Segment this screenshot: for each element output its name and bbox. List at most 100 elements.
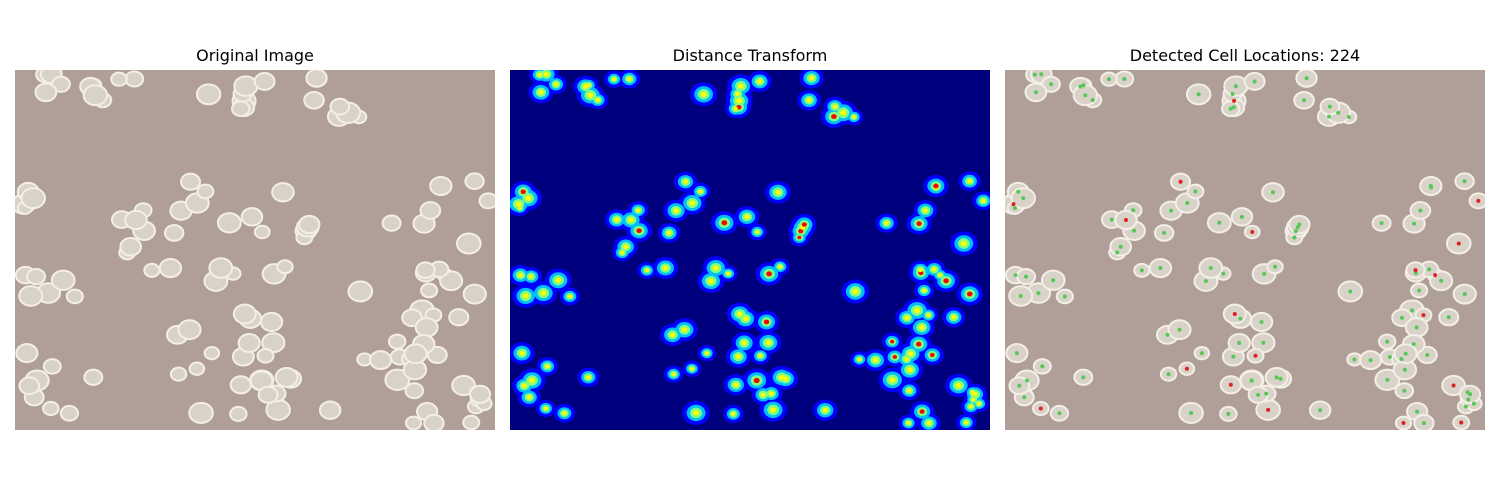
dt-peak [763, 319, 770, 325]
cell [229, 375, 252, 395]
dt-peak [623, 244, 629, 250]
detection-marker [1012, 205, 1017, 210]
cell [20, 187, 46, 210]
dt-peak [922, 288, 927, 293]
detection-marker [1024, 274, 1029, 279]
panel-detected-cells: Detected Cell Locations: 224 [1005, 44, 1485, 430]
cell [448, 308, 470, 327]
cell [50, 269, 76, 291]
cell [18, 376, 41, 396]
detection-marker [1178, 179, 1183, 184]
dt-peak [666, 230, 672, 235]
dt-peak [586, 375, 591, 380]
dt-peak [914, 307, 920, 314]
detection-marker [1387, 354, 1392, 359]
detection-marker [1318, 408, 1323, 413]
dt-peak [918, 324, 925, 330]
detection-marker [1297, 222, 1302, 227]
detection-marker [1463, 404, 1468, 409]
cell [169, 366, 188, 382]
cell [387, 333, 407, 350]
dt-peak [683, 179, 688, 184]
cell [305, 70, 328, 88]
dt-peak [919, 409, 925, 414]
detection-marker [1336, 110, 1341, 115]
cell [426, 345, 448, 365]
detection-marker [1413, 268, 1418, 273]
detection-marker [1039, 72, 1044, 77]
detection-marker [1259, 319, 1264, 324]
dt-peak [770, 407, 777, 413]
detection-marker [1185, 200, 1190, 205]
dt-peak [872, 357, 879, 363]
cell [259, 311, 284, 332]
detection-marker [1418, 208, 1423, 213]
detection-marker [1090, 98, 1095, 103]
dt-peak [831, 114, 837, 119]
dt-peak [700, 91, 707, 97]
detection-marker [1439, 278, 1444, 283]
dt-peak [555, 277, 562, 283]
cell [469, 384, 492, 404]
panel-title-detected: Detected Cell Locations: 224 [1129, 46, 1361, 65]
detection-marker [1401, 421, 1406, 426]
dt-peak [627, 77, 632, 81]
detection-marker [1327, 104, 1332, 109]
dt-peak [595, 98, 600, 102]
cell [59, 404, 80, 422]
dt-peak [757, 79, 763, 84]
dt-peak [765, 340, 772, 346]
cell [229, 405, 248, 422]
detection-marker [1411, 342, 1416, 347]
dt-peak [916, 341, 922, 347]
dt-peak [742, 316, 749, 322]
cell [403, 343, 428, 365]
dt-peak [726, 271, 731, 276]
cell [384, 368, 411, 392]
dt-peak [628, 217, 634, 223]
detection-marker [1292, 235, 1297, 240]
dt-peak [889, 377, 896, 383]
cell [404, 415, 423, 430]
detection-marker [1018, 293, 1023, 298]
cell [257, 385, 279, 404]
detection-marker [1203, 279, 1208, 284]
dt-peak [735, 354, 741, 359]
cell [429, 175, 453, 197]
detection-marker [1399, 315, 1404, 320]
detection-marker [1256, 392, 1261, 397]
detection-marker [1385, 339, 1390, 344]
cell [237, 332, 261, 353]
cell [303, 90, 325, 110]
cell [256, 347, 275, 364]
detection-marker [1326, 114, 1331, 119]
cell [414, 317, 439, 338]
detection-marker [1264, 391, 1269, 396]
dt-peak [520, 189, 526, 195]
cell [415, 261, 436, 279]
dt-peak [528, 274, 534, 279]
cell [188, 361, 206, 376]
dt-peak [967, 179, 972, 184]
detection-marker [1139, 268, 1144, 273]
dt-peak [755, 230, 760, 234]
cell [464, 172, 485, 191]
detection-marker [1016, 189, 1021, 194]
dt-peak [929, 352, 935, 358]
dt-peak [981, 198, 986, 203]
detection-marker [1177, 327, 1182, 332]
dt-peak [543, 71, 549, 77]
dt-peak [907, 388, 912, 393]
cell [163, 224, 185, 242]
cell [276, 259, 294, 275]
dt-peak [966, 291, 973, 297]
cell [34, 82, 58, 103]
detection-marker [1348, 289, 1353, 294]
cell [253, 224, 271, 240]
detection-marker [1230, 91, 1235, 96]
detection-marker [1109, 217, 1114, 222]
dt-peak [521, 383, 527, 388]
dt-peak [612, 77, 616, 81]
detection-marker [1123, 217, 1128, 222]
cell [404, 382, 425, 400]
